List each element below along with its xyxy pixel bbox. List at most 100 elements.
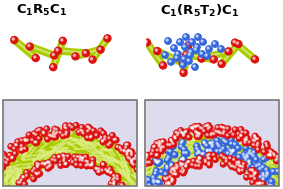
- Circle shape: [109, 142, 111, 144]
- Circle shape: [154, 187, 160, 189]
- Circle shape: [126, 152, 128, 154]
- Circle shape: [194, 44, 200, 50]
- Circle shape: [140, 163, 142, 164]
- Circle shape: [112, 181, 117, 187]
- Circle shape: [207, 128, 209, 129]
- Circle shape: [166, 39, 168, 41]
- Circle shape: [142, 162, 144, 164]
- Circle shape: [82, 160, 83, 161]
- Circle shape: [150, 153, 152, 155]
- Circle shape: [33, 167, 35, 169]
- Circle shape: [231, 150, 233, 152]
- Circle shape: [46, 160, 52, 165]
- Circle shape: [154, 185, 156, 187]
- Circle shape: [31, 176, 37, 182]
- Circle shape: [130, 161, 132, 163]
- Circle shape: [80, 158, 86, 164]
- Circle shape: [158, 145, 160, 147]
- Circle shape: [187, 160, 192, 165]
- Circle shape: [153, 184, 159, 189]
- Circle shape: [74, 162, 80, 168]
- Circle shape: [79, 156, 81, 157]
- Circle shape: [225, 160, 227, 162]
- Circle shape: [52, 135, 53, 137]
- Circle shape: [188, 53, 190, 55]
- Circle shape: [194, 163, 199, 169]
- Circle shape: [68, 124, 70, 126]
- Circle shape: [224, 156, 230, 162]
- Circle shape: [145, 40, 147, 43]
- Circle shape: [164, 157, 171, 163]
- Circle shape: [241, 169, 243, 171]
- Circle shape: [153, 185, 154, 187]
- Circle shape: [0, 168, 1, 170]
- Circle shape: [103, 135, 108, 140]
- Text: $\mathbf{C_1(R_5T_2)C_1}$: $\mathbf{C_1(R_5T_2)C_1}$: [160, 3, 240, 19]
- Circle shape: [73, 123, 79, 128]
- Circle shape: [180, 142, 182, 143]
- Circle shape: [110, 172, 111, 174]
- Circle shape: [112, 182, 117, 187]
- Circle shape: [128, 149, 130, 151]
- Circle shape: [260, 164, 266, 170]
- Circle shape: [4, 157, 6, 158]
- Circle shape: [65, 127, 67, 129]
- Circle shape: [195, 151, 201, 157]
- Circle shape: [252, 184, 258, 189]
- Circle shape: [180, 62, 186, 68]
- Circle shape: [141, 161, 147, 167]
- Circle shape: [261, 173, 267, 179]
- Circle shape: [207, 125, 213, 131]
- Circle shape: [256, 138, 258, 139]
- Circle shape: [251, 149, 257, 156]
- Circle shape: [254, 163, 260, 169]
- Circle shape: [36, 173, 38, 175]
- Circle shape: [53, 156, 55, 157]
- Circle shape: [155, 160, 156, 162]
- Circle shape: [21, 175, 27, 180]
- Circle shape: [153, 168, 159, 174]
- Circle shape: [269, 184, 271, 186]
- Circle shape: [79, 157, 81, 159]
- Circle shape: [62, 156, 67, 162]
- Circle shape: [275, 154, 281, 160]
- Circle shape: [20, 179, 22, 181]
- Circle shape: [134, 175, 136, 177]
- Circle shape: [256, 181, 262, 187]
- Circle shape: [240, 134, 241, 136]
- Circle shape: [175, 51, 181, 57]
- Circle shape: [183, 51, 190, 58]
- Circle shape: [158, 144, 160, 146]
- Circle shape: [24, 173, 30, 179]
- Circle shape: [171, 169, 173, 170]
- Circle shape: [35, 172, 37, 174]
- Circle shape: [155, 148, 161, 153]
- Circle shape: [94, 166, 99, 172]
- Circle shape: [35, 172, 40, 177]
- Circle shape: [138, 163, 139, 164]
- Circle shape: [41, 163, 43, 164]
- Circle shape: [240, 130, 245, 135]
- Circle shape: [129, 158, 135, 164]
- Circle shape: [273, 188, 278, 189]
- Circle shape: [156, 180, 162, 186]
- Circle shape: [144, 156, 150, 161]
- Circle shape: [261, 171, 267, 177]
- Circle shape: [43, 162, 44, 164]
- Circle shape: [95, 167, 97, 169]
- Circle shape: [252, 175, 254, 177]
- Circle shape: [88, 135, 94, 141]
- Circle shape: [59, 164, 61, 166]
- Circle shape: [200, 39, 206, 45]
- Circle shape: [179, 140, 185, 146]
- Circle shape: [254, 136, 256, 138]
- Circle shape: [164, 164, 170, 170]
- Circle shape: [101, 140, 103, 142]
- Circle shape: [269, 150, 275, 156]
- Circle shape: [273, 153, 274, 154]
- Circle shape: [254, 185, 256, 187]
- Circle shape: [145, 187, 147, 189]
- Circle shape: [22, 146, 28, 152]
- Circle shape: [163, 171, 169, 177]
- Circle shape: [216, 130, 221, 135]
